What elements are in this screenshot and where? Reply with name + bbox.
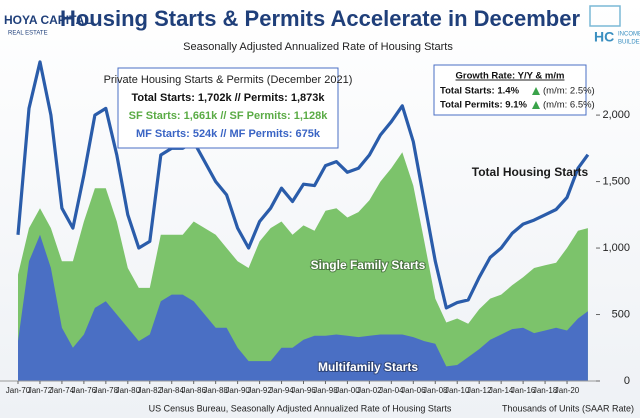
- up-arrow: [532, 101, 540, 109]
- growth-title: Growth Rate: Y/Y & m/m: [456, 71, 565, 82]
- area: [18, 234, 588, 381]
- y-tick-label: 2,000: [602, 109, 630, 121]
- x-tick-label: Jan-06: [401, 386, 426, 395]
- x-tick-label: Jan-16: [511, 386, 536, 395]
- logo-right-icon: [589, 5, 621, 27]
- logo-right-3: BUILDER: [618, 40, 640, 46]
- series-label: Single Family Starts: [311, 258, 426, 272]
- x-tick-label: Jan-70: [6, 386, 31, 395]
- x-tick-label: Jan-04: [379, 386, 404, 395]
- growth-mm: (m/m: 6.5%): [543, 100, 595, 111]
- info-box: [117, 67, 339, 149]
- x-tick-label: Jan-02: [357, 386, 382, 395]
- info-text: SF Starts: 1,661k // SF Permits: 1,128k: [129, 110, 329, 122]
- x-tick-label: Jan-92: [247, 386, 272, 395]
- logo-right-2: INCOME: [618, 32, 640, 38]
- x-tick-label: Jan-18: [533, 386, 558, 395]
- x-tick-label: Jan-72: [28, 386, 53, 395]
- x-tick-label: Jan-80: [116, 386, 141, 395]
- series-label: Total Housing Starts: [472, 165, 589, 179]
- x-tick-label: Jan-94: [269, 386, 294, 395]
- y-tick-label: 0: [624, 375, 630, 387]
- source: US Census Bureau, Seasonally Adjusted An…: [149, 403, 452, 413]
- x-tick-label: Jan-88: [203, 386, 228, 395]
- x-tick-label: Jan-74: [50, 386, 75, 395]
- logo-left: HOYA CAPITAL: [4, 13, 92, 27]
- x-tick-label: Jan-76: [72, 386, 97, 395]
- x-tick-label: Jan-96: [291, 386, 316, 395]
- x-tick-label: Jan-98: [313, 386, 338, 395]
- chart-title: Housing Starts & Permits Accelerate in D…: [60, 6, 580, 31]
- x-tick-label: Jan-14: [489, 386, 514, 395]
- growth-value: Total Starts: 1.4%: [440, 86, 520, 97]
- info-text: Total Starts: 1,702k // Permits: 1,873k: [132, 92, 326, 104]
- x-tick-label: Jan-08: [423, 386, 448, 395]
- x-tick-label: Jan-82: [138, 386, 163, 395]
- growth-value: Total Permits: 9.1%: [440, 100, 527, 111]
- units-note: Thousands of Units (SAAR Rate): [502, 403, 634, 413]
- x-tick-label: Jan-10: [445, 386, 470, 395]
- y-tick-label: 1,000: [602, 242, 630, 254]
- growth-box: [433, 64, 587, 116]
- growth-mm: (m/m: 2.5%): [543, 86, 595, 97]
- x-tick-label: Jan-00: [335, 386, 360, 395]
- y-tick-label: 1,500: [602, 175, 630, 187]
- x-tick-label: Jan-20: [555, 386, 580, 395]
- logo-right: HC: [594, 29, 614, 45]
- x-tick-label: Jan-12: [467, 386, 492, 395]
- series-label: Multifamily Starts: [318, 360, 418, 374]
- x-tick-label: Jan-86: [181, 386, 206, 395]
- logo-left-sub: REAL ESTATE: [8, 31, 48, 37]
- y-tick-label: 500: [612, 308, 630, 320]
- x-tick-label: Jan-78: [94, 386, 119, 395]
- x-tick-label: Jan-90: [225, 386, 250, 395]
- x-tick-label: Jan-84: [159, 386, 184, 395]
- chart-subtitle: Seasonally Adjusted Annualized Rate of H…: [183, 41, 453, 53]
- up-arrow: [532, 87, 540, 95]
- line: [16, 60, 590, 310]
- info-text: MF Starts: 524k // MF Permits: 675k: [136, 128, 321, 140]
- info-text: Private Housing Starts & Permits (Decemb…: [104, 74, 353, 86]
